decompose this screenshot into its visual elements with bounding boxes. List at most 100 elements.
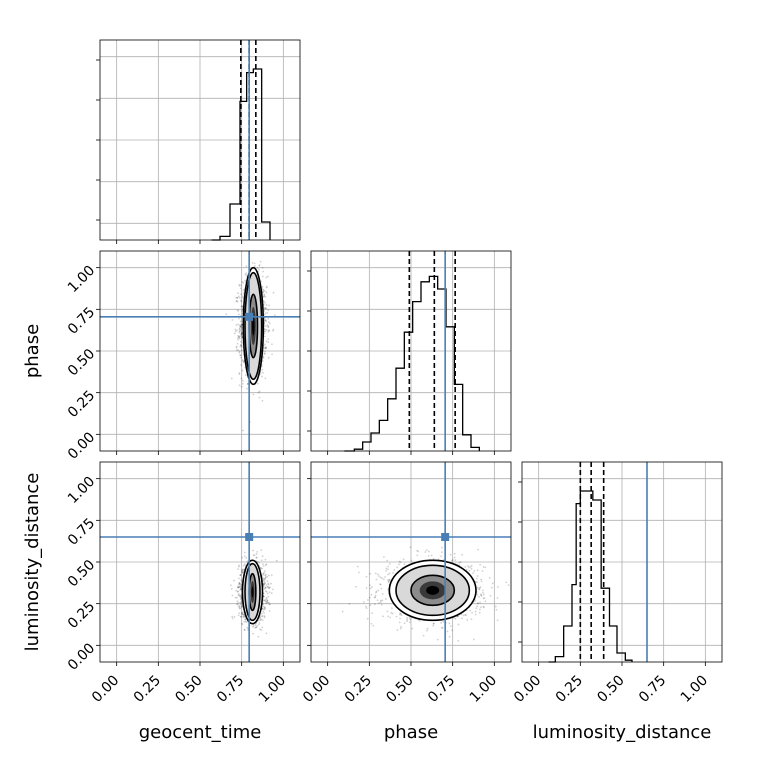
sample-point: [458, 561, 461, 564]
sample-point: [440, 621, 442, 624]
sample-point: [262, 565, 265, 567]
sample-point: [243, 563, 246, 566]
sample-point: [238, 335, 240, 338]
sample-point: [267, 309, 270, 312]
sample-point: [469, 609, 472, 612]
sample-point: [426, 627, 429, 630]
sample-point: [374, 594, 377, 597]
sample-point: [241, 572, 244, 575]
sample-point: [258, 561, 261, 564]
sample-point: [244, 620, 247, 623]
panel-frame: [99, 250, 301, 452]
sample-point: [388, 562, 391, 565]
sample-point: [267, 329, 270, 332]
sample-point: [369, 587, 372, 590]
sample-point: [436, 638, 439, 641]
sample-point: [425, 549, 428, 551]
sample-point: [257, 619, 260, 622]
sample-point: [482, 593, 485, 596]
sample-point: [252, 393, 255, 396]
sample-point: [243, 361, 245, 364]
sample-point: [261, 275, 264, 278]
y-tick-label-luminosity_distance: 0.00: [65, 640, 98, 673]
sample-point: [230, 584, 232, 587]
sample-point: [235, 589, 238, 592]
sample-point: [237, 292, 239, 294]
sample-point: [494, 605, 497, 608]
sample-point: [256, 625, 259, 627]
x-tick-label-geocent_time: 1.00: [256, 672, 289, 705]
sample-point: [264, 346, 267, 349]
sample-point: [255, 626, 257, 629]
sample-point: [267, 586, 269, 588]
sample-point: [247, 383, 249, 385]
sample-point: [475, 577, 478, 580]
sample-point: [236, 590, 239, 593]
sample-point: [264, 564, 267, 567]
sample-point: [244, 374, 247, 376]
sample-point: [424, 551, 427, 553]
sample-point: [231, 617, 234, 620]
sample-point: [233, 579, 235, 582]
sample-point: [355, 585, 357, 588]
sample-point: [259, 372, 262, 375]
sample-point: [513, 584, 515, 586]
joint-density: [100, 462, 300, 662]
sample-point: [451, 559, 453, 562]
sample-point: [265, 307, 268, 310]
sample-point: [236, 309, 239, 312]
sample-point: [408, 617, 411, 619]
sample-point: [261, 615, 263, 618]
sample-point: [241, 571, 244, 574]
sample-point: [240, 579, 243, 582]
x-tick-label-phase: 0.00: [300, 672, 333, 705]
sample-point: [268, 601, 270, 604]
histogram-step-luminosity_distance: [548, 490, 633, 663]
sample-point: [262, 595, 265, 598]
sample-point: [270, 582, 272, 585]
x-tick-label-luminosity_distance: 0.75: [636, 672, 669, 705]
sample-point: [243, 568, 245, 571]
sample-point: [240, 622, 243, 625]
sample-point: [382, 578, 385, 581]
sample-point: [389, 616, 391, 619]
sample-point: [491, 582, 494, 585]
sample-point: [472, 638, 475, 641]
sample-point: [240, 597, 243, 599]
x-tick-label-luminosity_distance: 0.25: [553, 672, 586, 705]
sample-point: [262, 605, 265, 608]
sample-point: [264, 330, 267, 333]
sample-point: [240, 377, 243, 380]
sample-point: [375, 578, 378, 581]
sample-point: [245, 557, 248, 559]
sample-point: [263, 607, 266, 609]
histogram-panel-geocent_time: [96, 39, 301, 244]
sample-point: [241, 305, 244, 308]
sample-point: [477, 602, 479, 604]
sample-point: [453, 552, 456, 555]
sample-point: [356, 565, 359, 568]
sample-point: [478, 588, 480, 590]
sample-point: [240, 284, 243, 287]
x-tick-label-geocent_time: 0.75: [214, 672, 247, 705]
sample-point: [233, 616, 236, 618]
sample-point: [262, 270, 265, 273]
sample-point: [234, 596, 237, 599]
sample-point: [242, 613, 245, 616]
sample-point: [239, 604, 241, 607]
histogram-step-geocent_time: [211, 68, 271, 241]
sample-point: [237, 568, 239, 571]
sample-point: [446, 630, 449, 633]
sample-point: [237, 583, 240, 586]
sample-point: [231, 615, 234, 618]
sample-point: [379, 601, 382, 604]
sample-point: [263, 608, 266, 611]
sample-point: [264, 599, 267, 602]
sample-point: [235, 299, 238, 302]
sample-point: [403, 563, 406, 566]
x-tick-label-geocent_time: 0.50: [172, 672, 205, 705]
sample-point: [239, 297, 241, 299]
sample-point: [241, 359, 244, 362]
sample-point: [380, 587, 383, 590]
sample-point: [262, 573, 265, 576]
